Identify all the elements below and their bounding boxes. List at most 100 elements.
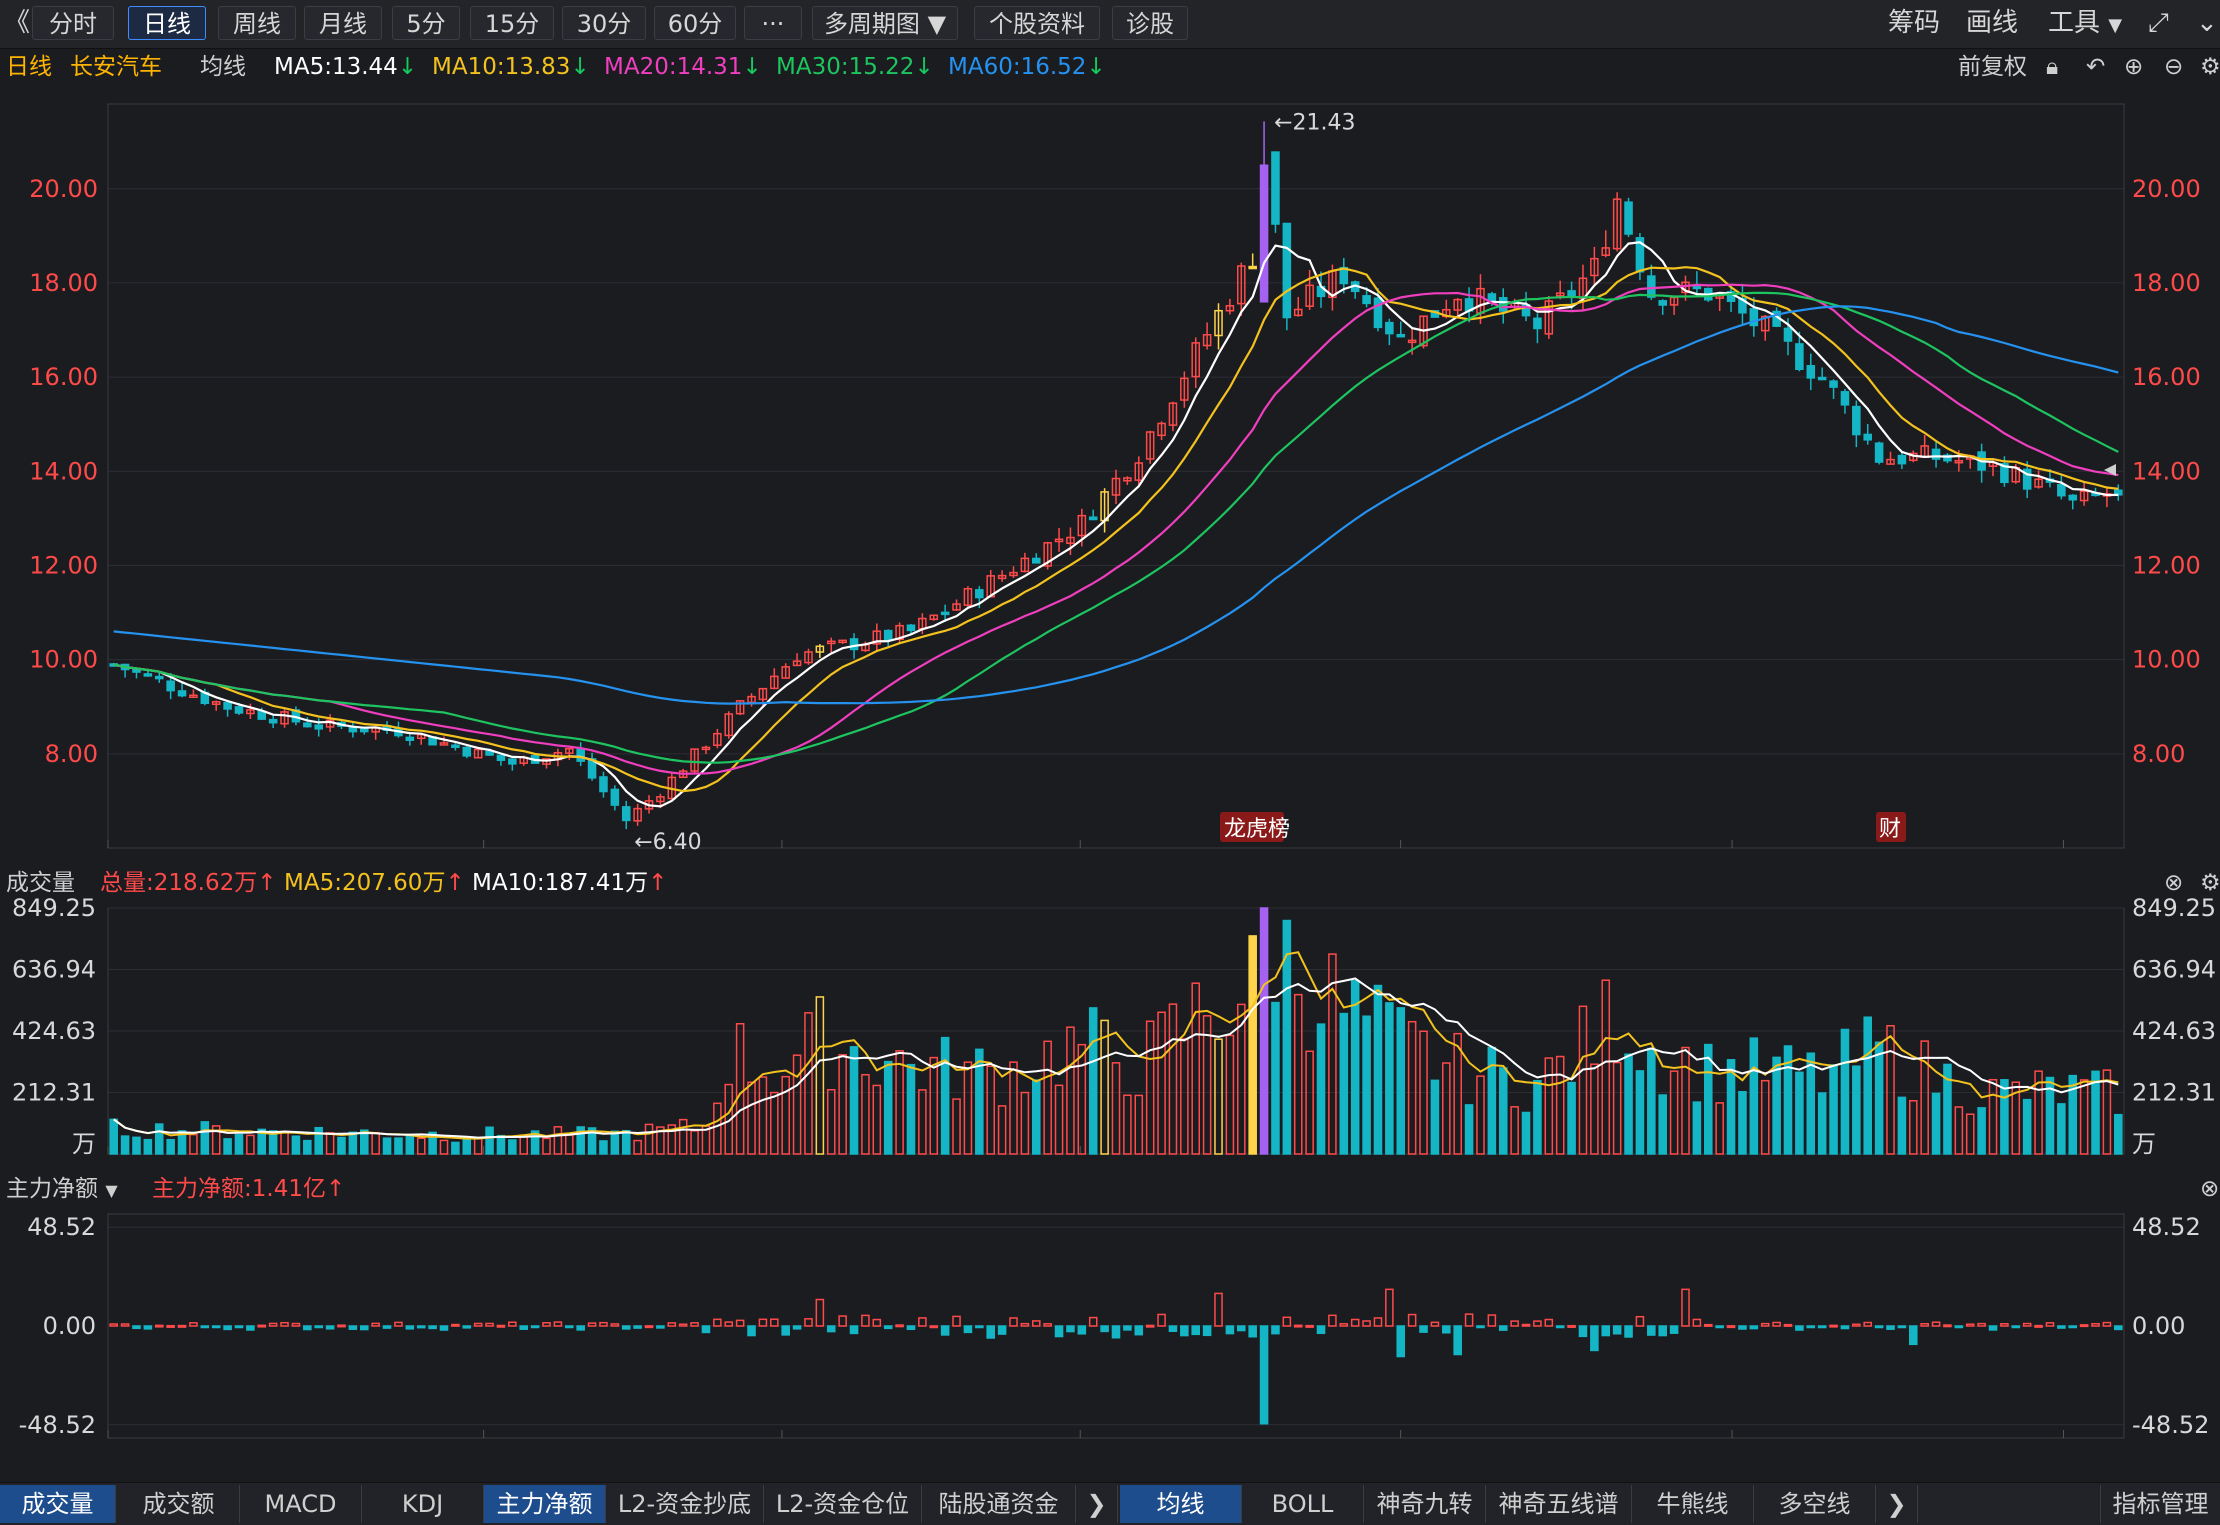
flow-bar [599,1321,608,1327]
stock-profile-button[interactable]: 个股资料 [974,6,1100,40]
volume-bar [770,1091,779,1155]
settings-icon[interactable]: ⚙︎ [2200,870,2220,896]
period-tab-30min[interactable]: 30分 [562,6,646,40]
close-icon[interactable]: ⊗ [2200,1176,2220,1202]
indicator-manage-button[interactable]: 指标管理 [2100,1485,2220,1523]
period-tab-monthly[interactable]: 月线 [304,6,382,40]
volume-bar [2011,1081,2021,1155]
flow-bar [1020,1322,1030,1327]
diagnose-button[interactable]: 诊股 [1112,6,1188,40]
volume-bar [132,1136,141,1155]
candle-body [1145,431,1155,460]
flow-bar [177,1324,187,1328]
tab-ma[interactable]: 均线 [1120,1485,1242,1523]
indicator-tabbar: 成交量 成交额 MACD KDJ 主力净额 L2-资金抄底 L2-资金仓位 陆股… [0,1482,2220,1525]
volume-bar [303,1139,312,1155]
period-tab-15min[interactable]: 15分 [470,6,554,40]
tools-button[interactable]: 工具 ▼ [2048,6,2122,40]
flow-bar [701,1325,711,1334]
multi-period-dropdown[interactable]: 多周期图 ▼ [812,6,958,40]
volume-bar [154,1123,164,1155]
tab-northbound[interactable]: 陆股通资金 [922,1485,1076,1523]
flow-bar [906,1325,916,1331]
chevron-down-icon[interactable]: ⌄ [2196,8,2218,38]
period-tab-minute[interactable]: 分时 [32,6,114,40]
volume-bar [1544,1057,1554,1155]
chips-button[interactable]: 筹码 [1888,8,1941,38]
settings-icon[interactable]: ⚙︎ [2200,54,2220,80]
tab-l2-position[interactable]: L2-资金仓位 [764,1485,922,1523]
flow-bar [1305,1324,1314,1328]
tab-volume[interactable]: 成交量 [0,1485,116,1523]
flow-bar [963,1325,973,1334]
candle-body [576,747,585,762]
volume-total: 总量:218.62万↑ [100,870,277,896]
volume-bar [1578,1005,1588,1155]
zoom-out-icon[interactable]: ⊖ [2164,54,2184,80]
period-tab-5min[interactable]: 5分 [392,6,460,40]
back-icon[interactable]: 《 [4,8,31,38]
indicator-name[interactable]: 均线 [200,54,246,80]
candle-body [1783,327,1793,342]
more-periods-button[interactable]: ··· [744,6,802,40]
candle-body [2068,494,2078,501]
adjust-mode-button[interactable]: 前复权 [1958,54,2027,80]
volume-bar [940,1036,950,1155]
fullscreen-icon[interactable]: ⤢ [2148,8,2169,38]
flow-bar [519,1325,529,1330]
tab-bull-bear[interactable]: 牛熊线 [1632,1485,1754,1523]
price-tick-left: 16.00 [29,363,98,391]
volume-tick-right: 424.63 [2132,1017,2216,1045]
volume-bar [1282,919,1292,1155]
kline-chart[interactable]: 8.00 8.00 10.00 10.00 12.00 12.00 14.00 14.00 16… [0,0,2220,1440]
flow-bar [1658,1325,1667,1337]
period-tab-daily[interactable]: 日线 [128,6,206,40]
draw-button[interactable]: 画线 [1966,8,2019,38]
flow-bar [1852,1323,1861,1327]
volume-bar [394,1137,403,1155]
flow-bar [143,1325,153,1330]
flow-bar [1601,1325,1611,1337]
tab-turnover[interactable]: 成交额 [118,1485,240,1523]
volume-label[interactable]: 成交量 [6,870,75,896]
chevron-right-icon[interactable]: ❯ [1876,1485,1918,1523]
tab-macd[interactable]: MACD [240,1485,362,1523]
candle-body [792,660,802,667]
price-tick-left: 10.00 [29,646,98,674]
tab-boll[interactable]: BOLL [1242,1485,1364,1523]
volume-bar [1533,1079,1542,1155]
tab-l2-bottom[interactable]: L2-资金抄底 [606,1485,764,1523]
zoom-in-icon[interactable]: ⊕ [2124,54,2144,80]
tab-kdj[interactable]: KDJ [362,1485,484,1523]
flow-bar [1806,1325,1816,1329]
flow-bar [1282,1316,1292,1327]
undo-icon[interactable]: ↶ [2086,54,2106,80]
tab-long-short[interactable]: 多空线 [1754,1485,1876,1523]
candle-body [838,639,847,644]
candle-body [610,788,620,806]
tab-main-flow[interactable]: 主力净额 [484,1485,606,1523]
candle-body [246,709,255,715]
period-tab-weekly[interactable]: 周线 [218,6,296,40]
lock-icon[interactable]: 🔒︎ [2046,54,2059,80]
close-icon[interactable]: ⊗ [2164,870,2184,896]
volume-bar [1430,1079,1440,1155]
candle-body [997,574,1007,580]
chevron-right-icon[interactable]: ❯ [1076,1485,1118,1523]
flow-bar [1817,1325,1827,1329]
flow-bar [1909,1325,1918,1346]
flow-bar [1647,1325,1656,1336]
flow-indicator-dropdown[interactable]: 主力净额 ▼ [6,1176,118,1202]
tab-td9[interactable]: 神奇九转 [1364,1485,1486,1523]
volume-bar [1874,1041,1884,1155]
volume-bar [565,1134,574,1155]
tab-pentagram[interactable]: 神奇五线谱 [1486,1485,1632,1523]
flow-bar [2102,1321,2112,1327]
ma20-line [113,283,2119,775]
volume-bar [1339,1012,1349,1155]
period-tab-60min[interactable]: 60分 [654,6,736,40]
candle-body [1760,315,1770,332]
volume-bar [997,1105,1007,1155]
volume-bar [439,1139,449,1155]
flow-bar [1259,1325,1269,1425]
